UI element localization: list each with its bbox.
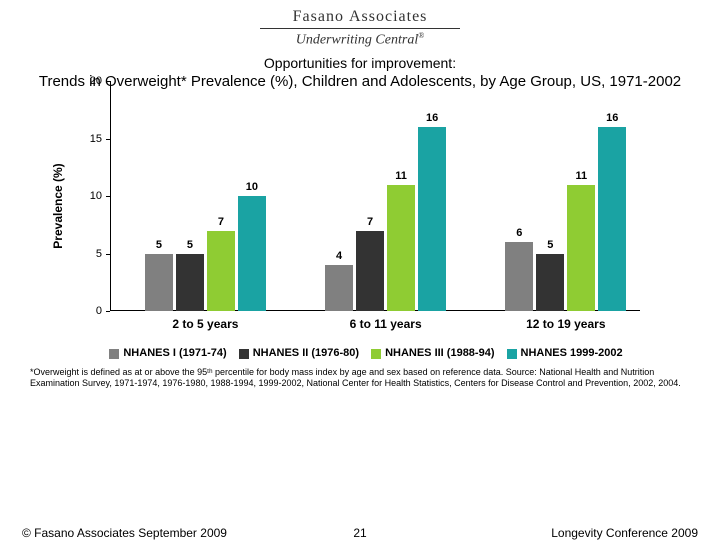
y-tick [106, 196, 110, 197]
bar: 6 [505, 242, 533, 311]
bar: 11 [567, 185, 595, 312]
logo: Fasano Associates Underwriting Central® [0, 8, 720, 49]
bar-group: 55710 [145, 196, 266, 311]
bar-value-label: 10 [246, 181, 258, 193]
bar-value-label: 7 [218, 216, 224, 228]
y-tick [106, 311, 110, 312]
legend-swatch [371, 349, 381, 359]
y-tick-label: 0 [70, 305, 102, 317]
opportunities-text: Opportunities for improvement: [0, 55, 720, 71]
bar-value-label: 4 [336, 250, 342, 262]
footer: © Fasano Associates September 2009 21 Lo… [0, 526, 720, 540]
bar: 16 [418, 127, 446, 311]
bar-value-label: 5 [156, 239, 162, 251]
legend-label: NHANES III (1988-94) [385, 347, 494, 359]
legend-swatch [109, 349, 119, 359]
category-label: 12 to 19 years [526, 317, 605, 331]
y-tick-label: 20 [70, 75, 102, 87]
y-axis-title: Prevalence (%) [51, 164, 65, 249]
footer-left: © Fasano Associates September 2009 [22, 526, 227, 540]
legend-label: NHANES 1999-2002 [521, 347, 623, 359]
bar: 10 [238, 196, 266, 311]
plot-area: 55710471116651116 [110, 81, 640, 311]
y-tick-label: 5 [70, 248, 102, 260]
y-tick [106, 254, 110, 255]
bar: 4 [325, 265, 353, 311]
bar-value-label: 5 [547, 239, 553, 251]
bar-group: 651116 [505, 127, 626, 311]
y-tick [106, 81, 110, 82]
footer-right: Longevity Conference 2009 [551, 526, 698, 540]
category-label: 2 to 5 years [172, 317, 238, 331]
legend-swatch [239, 349, 249, 359]
bar: 7 [356, 231, 384, 312]
bar-value-label: 5 [187, 239, 193, 251]
legend: NHANES I (1971-74) NHANES II (1976-80) NHA… [0, 347, 720, 359]
legend-label: NHANES II (1976-80) [253, 347, 359, 359]
y-tick [106, 139, 110, 140]
legend-swatch [507, 349, 517, 359]
logo-divider [260, 28, 460, 29]
bar-group: 471116 [325, 127, 446, 311]
logo-name: Fasano Associates [0, 8, 720, 26]
bar-value-label: 16 [426, 112, 438, 124]
logo-subtitle: Underwriting Central® [0, 31, 720, 49]
bar-value-label: 16 [606, 112, 618, 124]
bar: 5 [176, 254, 204, 312]
bar: 11 [387, 185, 415, 312]
bar-value-label: 11 [575, 170, 587, 182]
bar: 5 [536, 254, 564, 312]
chart: Prevalence (%) 55710471116651116 0510152… [70, 71, 650, 341]
category-label: 6 to 11 years [350, 317, 422, 331]
bar: 5 [145, 254, 173, 312]
bar-value-label: 6 [516, 227, 522, 239]
y-tick-label: 10 [70, 190, 102, 202]
bar: 7 [207, 231, 235, 312]
bar-value-label: 11 [395, 170, 407, 182]
footnote: *Overweight is defined as at or above th… [30, 367, 690, 389]
bar: 16 [598, 127, 626, 311]
y-tick-label: 15 [70, 133, 102, 145]
legend-label: NHANES I (1971-74) [123, 347, 226, 359]
bar-value-label: 7 [367, 216, 373, 228]
